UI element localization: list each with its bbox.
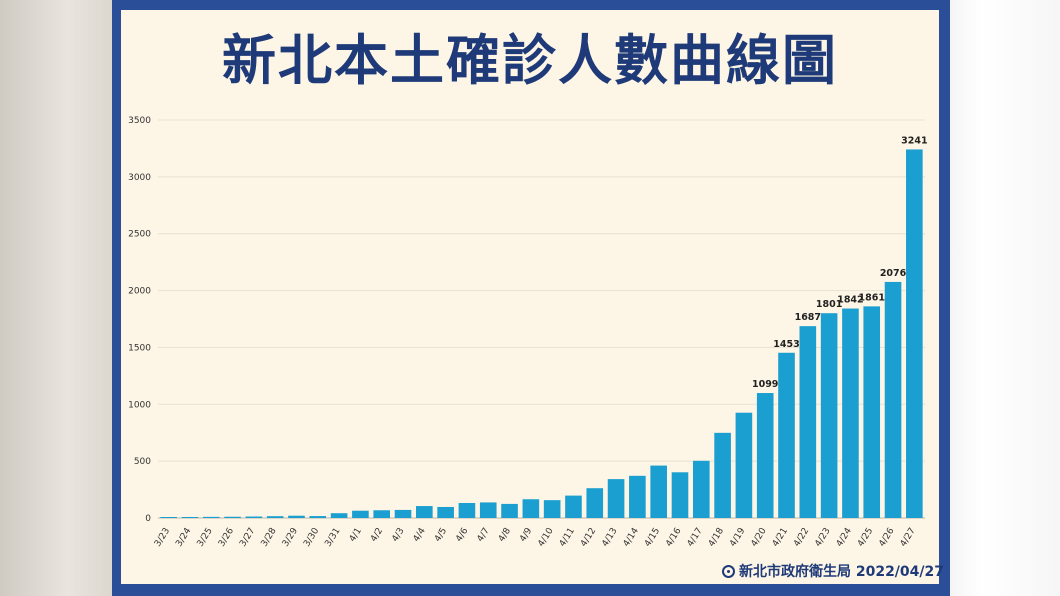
bar <box>863 306 881 518</box>
x-tick-label: 4/8 <box>497 526 513 544</box>
background-right <box>948 0 1060 596</box>
bar <box>160 517 177 518</box>
bar <box>586 488 604 518</box>
bar <box>607 479 625 518</box>
bar <box>202 516 220 518</box>
bar <box>245 516 263 518</box>
data-label: 1453 <box>773 339 799 350</box>
data-label: 1687 <box>795 312 821 323</box>
bar <box>629 475 646 518</box>
y-tick-label: 2000 <box>128 287 151 297</box>
x-tick-label: 4/26 <box>877 526 896 549</box>
x-tick-label: 4/1 <box>348 526 364 544</box>
bar <box>714 432 731 518</box>
data-label: 1099 <box>752 379 778 390</box>
y-tick-label: 1000 <box>128 400 151 410</box>
bar <box>352 510 369 518</box>
x-tick-label: 4/15 <box>643 526 662 548</box>
bar <box>543 500 561 518</box>
bar <box>671 472 689 518</box>
x-tick-label: 4/9 <box>518 526 534 544</box>
x-tick-label: 4/2 <box>369 526 385 544</box>
y-tick-label: 3000 <box>128 173 151 183</box>
bar <box>522 499 540 518</box>
bar <box>884 281 902 518</box>
bar <box>373 510 391 518</box>
bar <box>458 502 476 518</box>
bar <box>650 465 667 518</box>
y-tick-label: 0 <box>145 514 151 524</box>
x-tick-label: 4/27 <box>899 526 918 548</box>
bar <box>842 308 859 518</box>
bar <box>501 503 518 518</box>
data-label: 1842 <box>837 295 863 306</box>
y-tick-label: 500 <box>134 457 151 467</box>
x-tick-label: 3/30 <box>302 526 321 549</box>
x-tick-label: 4/11 <box>558 526 577 548</box>
bar <box>906 149 923 518</box>
bar <box>565 495 582 518</box>
x-tick-label: 4/22 <box>792 526 811 548</box>
x-tick-label: 3/27 <box>238 526 257 548</box>
chart-title: 新北本土確診人數曲線圖 <box>222 29 838 92</box>
x-tick-label: 4/13 <box>600 526 619 548</box>
x-tick-label: 4/17 <box>686 526 705 548</box>
bar <box>181 517 199 518</box>
footer-credit: 新北市政府衛生局 2022/04/27 <box>721 561 944 581</box>
x-tick-label: 3/31 <box>323 526 342 548</box>
footer-text: 新北市政府衛生局 2022/04/27 <box>738 564 944 580</box>
bar <box>437 506 454 518</box>
x-tick-label: 4/18 <box>707 526 726 549</box>
data-label: 2076 <box>880 268 907 279</box>
data-label: 1861 <box>859 292 885 303</box>
bar <box>309 516 327 518</box>
x-tick-label: 3/25 <box>196 526 215 548</box>
y-tick-label: 2500 <box>128 230 151 240</box>
bar <box>479 502 497 518</box>
bar <box>820 313 838 518</box>
x-tick-label: 4/21 <box>771 526 790 548</box>
x-tick-label: 4/4 <box>412 526 428 544</box>
data-label: 1801 <box>816 299 842 310</box>
x-tick-label: 3/23 <box>153 526 172 548</box>
bar <box>735 412 753 518</box>
x-tick-label: 4/10 <box>537 526 556 549</box>
bar <box>692 460 710 518</box>
bar <box>416 506 433 518</box>
x-tick-label: 4/12 <box>579 526 598 548</box>
x-tick-label: 4/7 <box>476 526 492 544</box>
seal-icon <box>721 564 735 578</box>
background-left <box>0 0 112 596</box>
bar <box>778 352 795 518</box>
bar <box>224 516 241 518</box>
bar <box>756 393 774 518</box>
x-tick-label: 4/19 <box>728 526 747 549</box>
x-tick-label: 4/23 <box>813 526 832 548</box>
x-tick-label: 4/16 <box>664 526 683 549</box>
x-tick-label: 3/24 <box>174 526 193 549</box>
x-tick-label: 4/20 <box>750 526 769 549</box>
data-label: 3241 <box>901 135 927 146</box>
x-tick-label: 3/28 <box>260 526 279 549</box>
x-tick-label: 4/6 <box>454 526 470 544</box>
bar <box>266 516 284 518</box>
bar <box>394 509 412 518</box>
y-tick-label: 1500 <box>128 343 151 353</box>
x-tick-label: 3/29 <box>281 526 300 549</box>
bar <box>288 515 305 518</box>
bar <box>799 326 817 518</box>
x-tick-label: 4/5 <box>433 526 449 544</box>
x-tick-label: 4/3 <box>390 526 406 544</box>
x-tick-label: 3/26 <box>217 526 236 549</box>
x-tick-label: 4/25 <box>856 526 875 548</box>
x-tick-label: 4/24 <box>835 526 854 549</box>
y-tick-label: 3500 <box>128 116 151 126</box>
x-tick-label: 4/14 <box>622 526 641 549</box>
bar <box>330 513 348 518</box>
